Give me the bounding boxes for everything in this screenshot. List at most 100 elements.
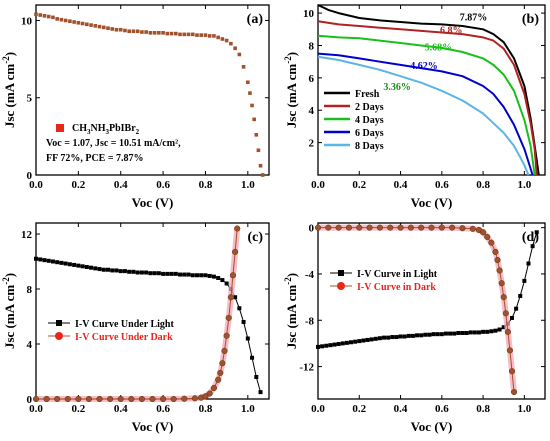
data-point (148, 31, 153, 35)
data-point (468, 330, 473, 335)
data-point (38, 13, 43, 17)
data-point (484, 233, 491, 240)
data-point (76, 20, 81, 25)
data-point (182, 272, 187, 277)
data-point (149, 395, 156, 403)
data-point (366, 224, 373, 231)
data-point (496, 267, 503, 274)
data-point (67, 262, 72, 267)
data-point (260, 173, 265, 177)
data-point (369, 337, 374, 342)
data-point (93, 24, 98, 28)
data-point (320, 344, 325, 349)
data-point (387, 224, 394, 231)
data-point (476, 330, 481, 335)
data-point (423, 332, 428, 337)
data-point (514, 306, 519, 311)
data-point (223, 332, 230, 339)
y-axis-title: Jsc (mA cm-2) (283, 52, 299, 128)
data-point (332, 342, 337, 347)
data-point (203, 33, 208, 37)
legend-label: I-V Curve in Light (357, 269, 438, 280)
data-point (353, 339, 358, 344)
y-tick-label: 2 (309, 138, 315, 150)
data-point (127, 269, 132, 274)
data-point (254, 133, 259, 137)
data-point (106, 26, 110, 30)
data-point (152, 271, 157, 276)
data-point (258, 163, 263, 168)
data-point (497, 327, 502, 332)
x-tick-label: 1.0 (241, 403, 255, 415)
y-tick-label: 4 (27, 339, 33, 351)
panel-label: (a) (247, 12, 264, 27)
x-tick-label: 0.0 (311, 403, 325, 415)
data-point (114, 268, 119, 273)
data-point (459, 225, 466, 232)
data-point (199, 33, 204, 37)
data-point (207, 34, 212, 38)
x-tick-label: 0.4 (114, 179, 128, 191)
data-point (50, 259, 55, 264)
data-point (75, 395, 82, 403)
data-point (316, 344, 320, 349)
data-point (386, 335, 391, 340)
data-point (110, 27, 115, 31)
data-point (493, 328, 498, 333)
data-point (349, 340, 354, 345)
x-tick-label: 0.8 (476, 403, 490, 415)
data-point (340, 341, 345, 346)
data-point (438, 224, 445, 231)
data-point (398, 334, 403, 339)
data-point (252, 117, 256, 122)
x-tick-label: 1.0 (241, 179, 255, 191)
y-tick-label: 6 (309, 73, 315, 85)
data-point (237, 306, 242, 311)
data-point (118, 27, 123, 32)
plot-frame (317, 222, 546, 400)
data-point (522, 278, 527, 283)
series-line (317, 34, 536, 176)
x-tick-label: 0.6 (156, 179, 170, 191)
data-point (250, 103, 254, 108)
x-tick-label: 0.8 (199, 403, 213, 415)
data-point (42, 258, 47, 263)
data-point (431, 332, 436, 337)
data-point (80, 21, 85, 26)
pce-annotation: 5.68% (425, 42, 453, 53)
data-point (80, 264, 85, 269)
data-point (207, 273, 212, 278)
data-point (254, 375, 259, 379)
data-point (224, 38, 229, 43)
data-point (345, 224, 353, 231)
data-point (220, 278, 225, 283)
data-point (210, 384, 217, 392)
data-point (131, 269, 136, 274)
data-point (72, 20, 76, 24)
data-point (510, 389, 518, 396)
data-point (68, 19, 72, 24)
data-point (394, 335, 399, 340)
y-tick-label: -12 (299, 362, 314, 374)
data-point (356, 224, 363, 231)
y-axis-title: Jsc (mA cm-2) (1, 273, 17, 349)
data-point (101, 267, 106, 272)
data-point (258, 390, 263, 395)
y-tick-label: 10 (303, 8, 315, 20)
data-point (117, 395, 124, 403)
x-tick-label: 0.0 (311, 179, 325, 191)
data-point (472, 330, 477, 335)
data-point (152, 31, 157, 35)
data-point (96, 395, 103, 403)
legend-marker (338, 270, 344, 276)
legend-marker (56, 320, 62, 326)
data-point (72, 262, 77, 267)
data-point (51, 15, 55, 20)
data-point (173, 271, 178, 276)
data-point (508, 368, 516, 375)
data-point (123, 28, 127, 33)
data-point (212, 34, 216, 38)
data-point (449, 224, 456, 231)
data-point (219, 360, 226, 367)
data-point (443, 331, 448, 336)
